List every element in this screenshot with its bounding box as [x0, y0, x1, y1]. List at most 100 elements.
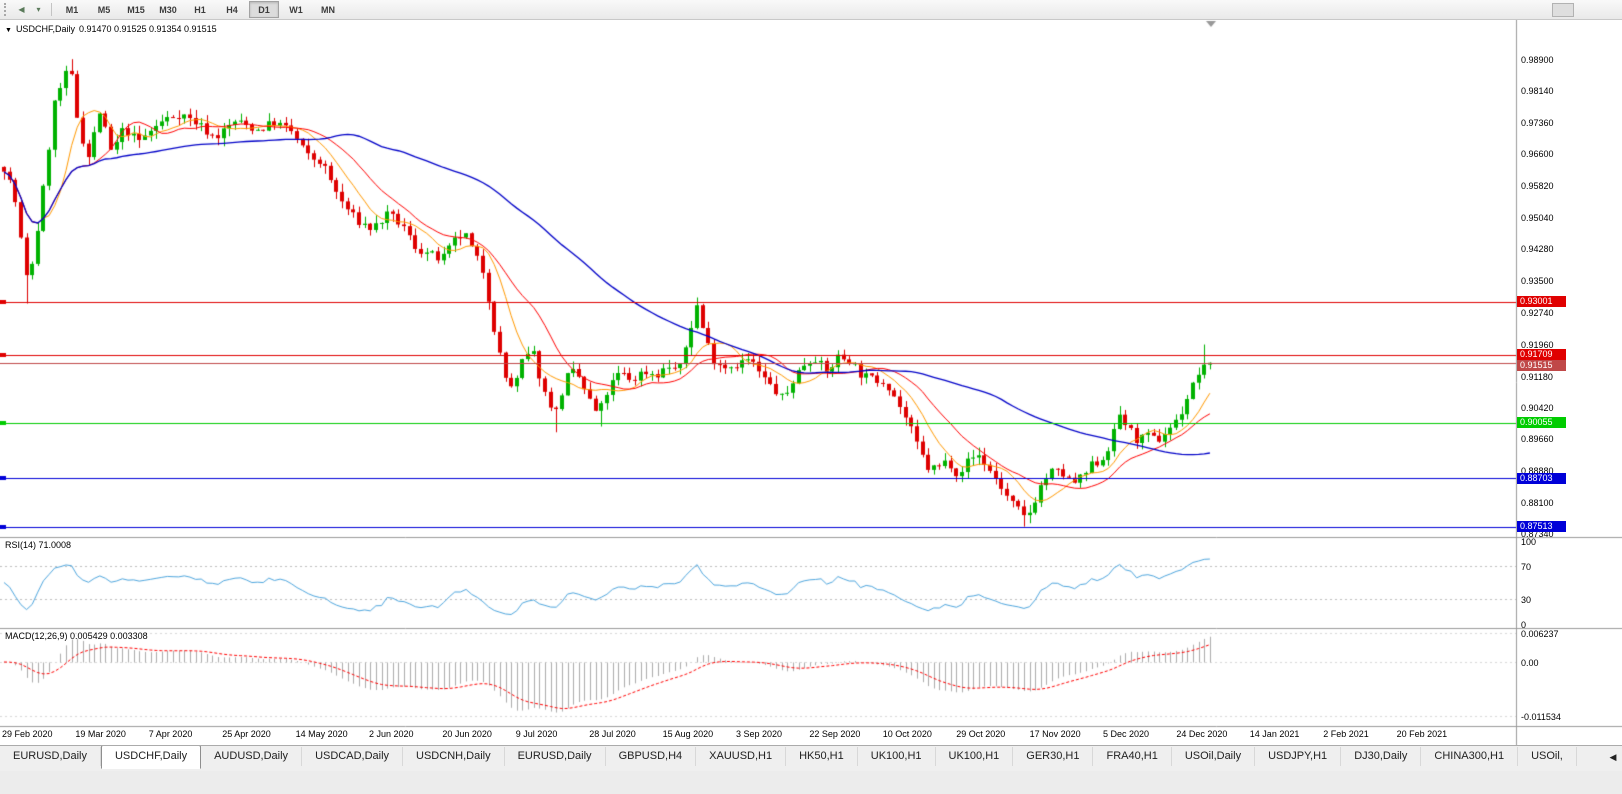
chart-tab-usoil[interactable]: USOil, [1518, 747, 1577, 766]
time-axis-label: 14 May 2020 [295, 729, 348, 739]
rsi-axis-label: 0 [1521, 620, 1527, 630]
macd-values: 0.005429 0.003308 [70, 631, 148, 641]
macd-axis-label: 0.00 [1521, 658, 1539, 668]
time-axis-label: 20 Feb 2021 [1396, 729, 1448, 739]
level-price-tag: 0.88703 [1517, 472, 1566, 484]
chart-tab-usdcad-daily[interactable]: USDCAD,Daily [302, 747, 404, 766]
back-arrow-icon[interactable]: ◀ [18, 5, 25, 14]
level-price-tag: 0.93001 [1517, 296, 1566, 308]
level-price-tag: 0.91709 [1517, 349, 1566, 361]
time-axis-label: 20 Jun 2020 [442, 729, 492, 739]
price-tick-label: 0.90420 [1521, 402, 1554, 413]
timeframe-toolbar: ◀ ▾ M1 M5 M15 M30 H1 H4 D1 W1 MN [0, 0, 1622, 20]
timeframe-button-h4[interactable]: H4 [226, 4, 238, 15]
rsi-axis-label: 100 [1521, 537, 1537, 547]
chart-ohlc-values: 0.91470 0.91525 0.91354 0.91515 [78, 24, 217, 34]
rsi-label: RSI(14) 71.0008 [5, 540, 71, 551]
timeframe-button-m1[interactable]: M1 [65, 4, 79, 15]
chart-title: ▼ USDCHF,Daily 0.91470 0.91525 0.91354 0.9… [5, 24, 221, 36]
chart-tab-dj30-daily[interactable]: DJ30,Daily [1341, 747, 1422, 766]
chart-tab-xauusd-h1[interactable]: XAUUSD,H1 [696, 747, 787, 766]
price-tick-label: 0.88880 [1521, 465, 1554, 476]
timeframe-button-w1[interactable]: W1 [289, 4, 303, 15]
timeframe-toolbar-buttons: M1 M5 M15 M30 H1 H4 D1 W1 MN [56, 1, 344, 18]
time-axis-label: 24 Dec 2020 [1176, 729, 1228, 739]
level-price-tag: 0.90055 [1517, 417, 1566, 429]
time-axis-label: 2 Feb 2021 [1323, 729, 1369, 739]
time-axis-label: 14 Jan 2021 [1249, 729, 1300, 739]
time-axis-label: 15 Aug 2020 [662, 729, 714, 739]
rsi-axis-label: 70 [1521, 561, 1532, 572]
time-axis-label: 25 Apr 2020 [222, 729, 271, 739]
macd-axis-label: 0.006237 [1521, 629, 1559, 639]
chart-tab-fra40-h1[interactable]: FRA40,H1 [1093, 747, 1172, 766]
time-axis-label: 28 Jul 2020 [589, 729, 636, 739]
timeframe-button-m15[interactable]: M15 [127, 4, 145, 15]
time-axis-label: 29 Feb 2020 [2, 729, 53, 739]
chart-tab-uk100-h1[interactable]: UK100,H1 [858, 747, 936, 766]
chart-tab-usdjpy-h1[interactable]: USDJPY,H1 [1255, 747, 1342, 766]
macd-name: MACD(12,26,9) [5, 631, 68, 641]
chart-tab-uk100-h1[interactable]: UK100,H1 [936, 747, 1014, 766]
time-axis-label: 3 Sep 2020 [736, 729, 783, 739]
status-strip [0, 771, 1622, 794]
time-axis-label: 9 Jul 2020 [515, 729, 558, 739]
chart-window: ▼ USDCHF,Daily 0.91470 0.91525 0.91354 0.9… [0, 20, 1622, 745]
time-axis-label: 10 Oct 2020 [882, 729, 932, 739]
chart-tab-hk50-h1[interactable]: HK50,H1 [786, 747, 858, 766]
price-tick-label: 0.89660 [1521, 433, 1554, 444]
chart-menu-icon[interactable]: ▼ [5, 27, 12, 34]
tab-scroll-left-button[interactable]: ◀ [1609, 752, 1617, 762]
timeframe-button-m5[interactable]: M5 [97, 4, 111, 15]
chart-tab-usdcnh-daily[interactable]: USDCNH,Daily [403, 747, 505, 766]
chart-tab-ger30-h1[interactable]: GER30,H1 [1013, 747, 1094, 766]
price-tick-label: 0.95040 [1521, 213, 1554, 224]
timeframe-button-mn[interactable]: MN [321, 4, 335, 15]
price-tick-label: 0.95820 [1521, 181, 1554, 192]
toolbar-dock-box[interactable] [1552, 3, 1574, 17]
toolbar-grip[interactable] [4, 3, 9, 16]
rsi-name: RSI(14) [5, 540, 37, 550]
chart-tab-bar: EURUSD,Daily USDCHF,Daily AUDUSD,Daily USDC… [0, 745, 1622, 771]
time-axis-label: 29 Oct 2020 [956, 729, 1006, 739]
price-tick-label: 0.96600 [1521, 149, 1554, 160]
chart-tab-eurusd-daily[interactable]: EURUSD,Daily [0, 747, 101, 766]
price-tick-label: 0.87340 [1521, 529, 1554, 539]
chart-tab-usoil-daily[interactable]: USOil,Daily [1172, 747, 1256, 766]
chart-tab-gbpusd-h4[interactable]: GBPUSD,H4 [606, 747, 697, 766]
price-tick-label: 0.93500 [1521, 276, 1554, 287]
timeframe-button-h1[interactable]: H1 [194, 4, 206, 15]
toolbar-separator [51, 3, 52, 16]
time-axis-label: 7 Apr 2020 [148, 729, 193, 739]
dropdown-icon[interactable]: ▾ [36, 5, 41, 14]
chart-tabs: EURUSD,Daily USDCHF,Daily AUDUSD,Daily USDC… [0, 746, 1604, 771]
timeframe-button-m30[interactable]: M30 [159, 4, 177, 15]
macd-axis-label: -0.011534 [1521, 711, 1561, 722]
macd-label: MACD(12,26,9) 0.005429 0.003308 [5, 631, 148, 642]
chart-tab-china300-h1[interactable]: CHINA300,H1 [1421, 747, 1519, 766]
chart-tab-usdchf-daily[interactable]: USDCHF,Daily [100, 746, 202, 769]
time-axis-label: 5 Dec 2020 [1103, 729, 1150, 739]
price-chart-canvas[interactable] [0, 20, 1622, 745]
chart-tab-eurusd-daily[interactable]: EURUSD,Daily [505, 747, 606, 766]
price-tick-label: 0.92740 [1521, 307, 1554, 318]
time-axis-label: 17 Nov 2020 [1029, 729, 1081, 739]
price-tick-label: 0.97360 [1521, 118, 1554, 129]
chart-symbol-period: USDCHF,Daily [15, 24, 75, 34]
bid-price-tag: 0.91515 [1517, 360, 1566, 372]
price-tick-label: 0.98900 [1521, 55, 1554, 65]
rsi-value: 71.0008 [38, 540, 72, 550]
timeframe-button-d1[interactable]: D1 [249, 1, 279, 18]
price-tick-label: 0.94280 [1521, 244, 1554, 255]
time-axis-label: 19 Mar 2020 [75, 729, 126, 739]
chart-tab-audusd-daily[interactable]: AUDUSD,Daily [201, 747, 303, 766]
level-price-tag: 0.87513 [1517, 521, 1566, 533]
time-axis-label: 2 Jun 2020 [369, 729, 414, 739]
price-tick-label: 0.88100 [1521, 497, 1554, 508]
price-tick-label: 0.91960 [1521, 339, 1554, 350]
price-tick-label: 0.91180 [1521, 371, 1553, 382]
price-tick-label: 0.98140 [1521, 86, 1554, 97]
rsi-axis-label: 30 [1521, 595, 1532, 606]
time-axis-label: 22 Sep 2020 [809, 729, 861, 739]
